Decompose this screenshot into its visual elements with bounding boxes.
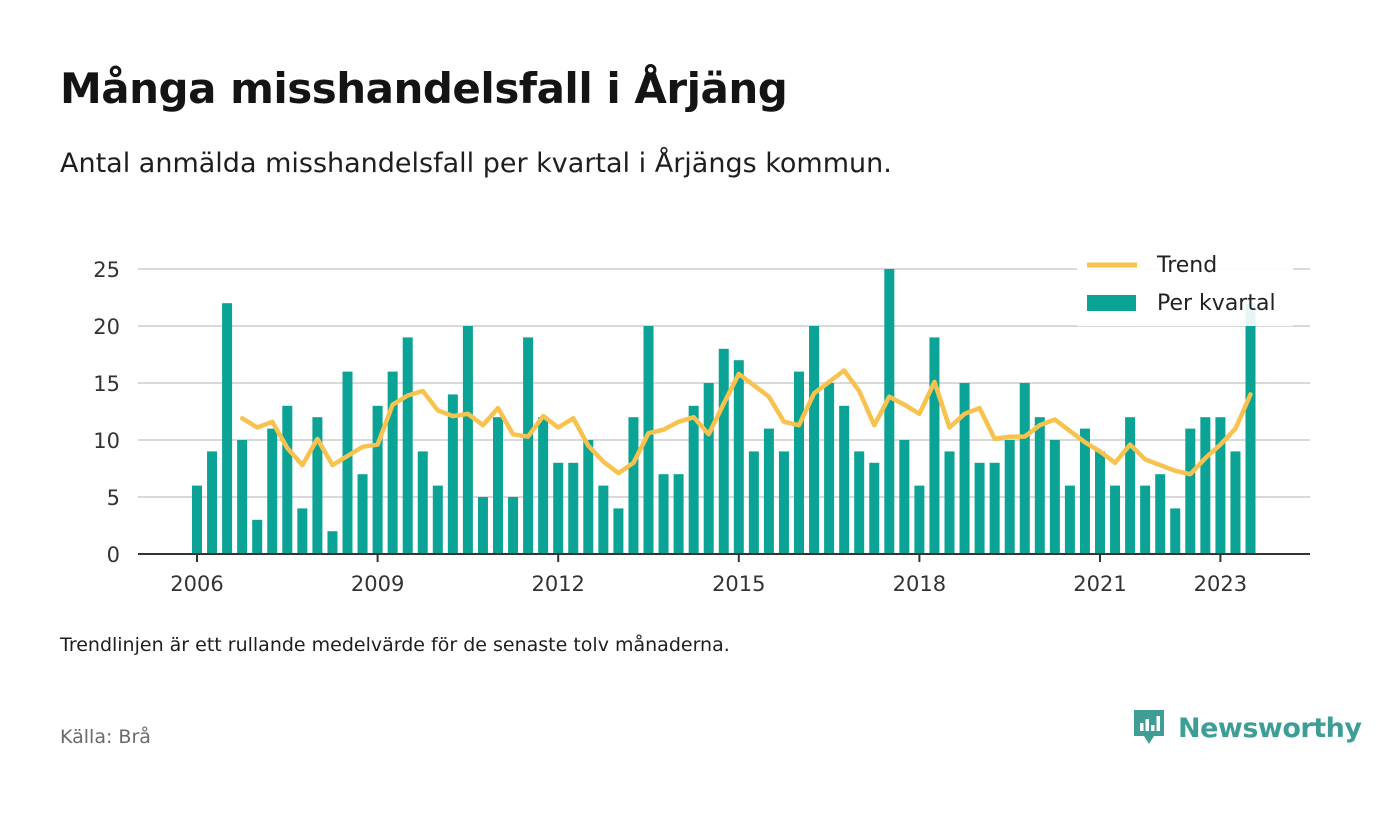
bar bbox=[432, 485, 443, 554]
bar bbox=[523, 337, 534, 554]
bar bbox=[1140, 485, 1151, 554]
bar bbox=[553, 462, 564, 554]
bar bbox=[778, 451, 789, 554]
legend-background bbox=[1077, 246, 1293, 326]
bar bbox=[477, 497, 488, 554]
x-tick-label: 2018 bbox=[893, 572, 946, 596]
bar bbox=[1125, 417, 1136, 554]
bar bbox=[192, 485, 202, 554]
bar bbox=[884, 269, 895, 554]
bar bbox=[824, 383, 835, 554]
bar bbox=[974, 462, 985, 554]
bar bbox=[673, 474, 684, 554]
brand-name: Newsworthy bbox=[1178, 712, 1362, 744]
source-credit: Källa: Brå bbox=[60, 726, 151, 748]
bar bbox=[1019, 383, 1030, 554]
bar bbox=[1004, 440, 1015, 554]
bar bbox=[222, 303, 233, 554]
bar bbox=[267, 428, 278, 554]
bar bbox=[643, 326, 654, 554]
x-tick-label: 2015 bbox=[712, 572, 765, 596]
x-tick-label: 2006 bbox=[170, 572, 223, 596]
bar bbox=[733, 360, 744, 554]
bar bbox=[839, 405, 850, 554]
y-tick-label: 10 bbox=[93, 429, 120, 453]
bar bbox=[763, 428, 774, 554]
bar bbox=[688, 405, 699, 554]
bar bbox=[1064, 485, 1075, 554]
bar bbox=[658, 474, 669, 554]
y-tick-label: 0 bbox=[107, 543, 120, 567]
x-tick-label: 2012 bbox=[531, 572, 584, 596]
chart-subtitle: Antal anmälda misshandelsfall per kvarta… bbox=[60, 148, 892, 179]
legend-bar-label: Per kvartal bbox=[1157, 291, 1276, 316]
bar bbox=[809, 326, 820, 554]
trend-line bbox=[239, 368, 1253, 477]
bar bbox=[508, 497, 519, 554]
bar bbox=[1110, 485, 1121, 554]
bar bbox=[1095, 451, 1105, 554]
legend-bar-swatch bbox=[1087, 295, 1136, 311]
bar bbox=[282, 405, 293, 554]
bar bbox=[1155, 474, 1166, 554]
bar bbox=[794, 371, 804, 554]
bar bbox=[718, 348, 729, 554]
bar bbox=[899, 440, 910, 554]
bar bbox=[929, 337, 940, 554]
newsworthy-icon bbox=[1134, 710, 1164, 744]
trend-note: Trendlinjen är ett rullande medelvärde f… bbox=[60, 634, 730, 656]
bar bbox=[1170, 508, 1181, 554]
bar bbox=[417, 451, 428, 554]
bar bbox=[869, 462, 880, 554]
bar bbox=[944, 451, 955, 554]
y-tick-label: 15 bbox=[93, 372, 120, 396]
bar bbox=[312, 417, 323, 554]
bar bbox=[959, 383, 970, 554]
bar bbox=[493, 417, 503, 554]
y-tick-label: 20 bbox=[93, 315, 120, 339]
bar bbox=[372, 405, 383, 554]
bar bbox=[462, 326, 473, 554]
bar bbox=[1049, 440, 1060, 554]
bar bbox=[1230, 451, 1241, 554]
chart-title: Många misshandelsfall i Årjäng bbox=[60, 64, 788, 113]
bar bbox=[207, 451, 218, 554]
x-tick-label: 2023 bbox=[1194, 572, 1247, 596]
bar bbox=[748, 451, 759, 554]
bar bbox=[989, 462, 1000, 554]
y-tick-label: 25 bbox=[93, 258, 120, 282]
bar bbox=[628, 417, 639, 554]
bar bbox=[1245, 303, 1256, 554]
x-tick-label: 2009 bbox=[351, 572, 404, 596]
bar bbox=[327, 531, 338, 554]
bar bbox=[1215, 417, 1226, 554]
legend-trend-label: Trend bbox=[1156, 253, 1217, 278]
bar bbox=[237, 440, 248, 554]
bar bbox=[342, 371, 353, 554]
bar bbox=[1079, 428, 1090, 554]
x-tick-label: 2021 bbox=[1073, 572, 1126, 596]
bar bbox=[613, 508, 624, 554]
bar bbox=[914, 485, 925, 554]
bar bbox=[568, 462, 579, 554]
bar bbox=[538, 417, 549, 554]
newsworthy-logo[interactable]: Newsworthy bbox=[1132, 708, 1362, 748]
bar bbox=[297, 508, 308, 554]
bar bbox=[357, 474, 368, 554]
bar bbox=[252, 519, 263, 554]
bar bbox=[1185, 428, 1196, 554]
bar bbox=[1034, 417, 1045, 554]
bar bbox=[703, 383, 714, 554]
bar bbox=[583, 440, 594, 554]
bar bbox=[402, 337, 413, 554]
bar bbox=[447, 394, 458, 554]
bar bbox=[387, 371, 398, 554]
bar bbox=[854, 451, 865, 554]
bar bbox=[1200, 417, 1211, 554]
bar bbox=[598, 485, 609, 554]
y-tick-label: 5 bbox=[107, 486, 120, 510]
